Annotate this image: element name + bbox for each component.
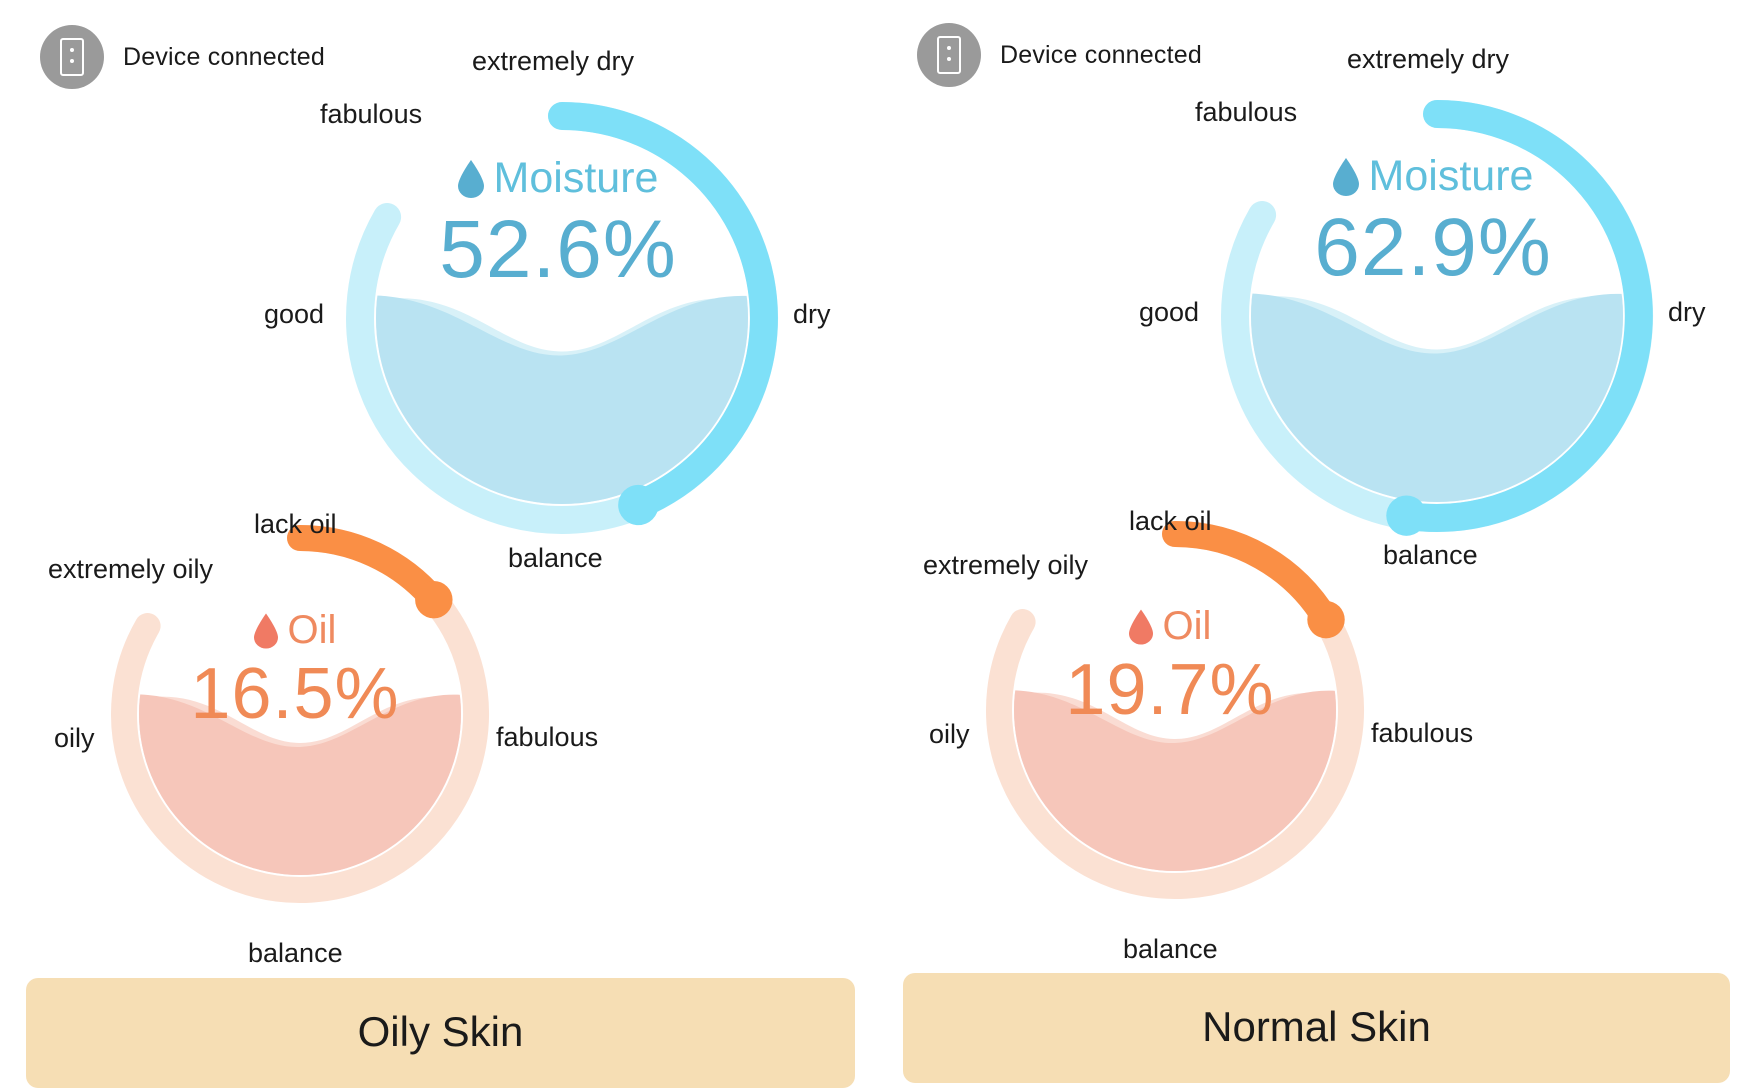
phone-icon xyxy=(917,23,981,87)
moisture-gauge xyxy=(346,102,779,534)
oil-label-balance: balance xyxy=(1123,934,1218,964)
result-text: Oily Skin xyxy=(357,1008,524,1055)
moisture-readout: Moisture 52.6% xyxy=(398,154,718,297)
gauge-knob xyxy=(1386,495,1427,536)
moisture-value: 52.6% xyxy=(439,204,677,295)
oil-label-oily: oily xyxy=(929,719,970,749)
oil-label-balance: balance xyxy=(248,938,343,968)
oil-title: Oil xyxy=(1162,604,1212,648)
water-wave-front xyxy=(1014,690,1336,871)
device-status-text: Device connected xyxy=(123,42,325,71)
gauge-knob xyxy=(1307,600,1345,639)
water-wave-front xyxy=(1251,293,1623,502)
moisture-readout: Moisture 62.9% xyxy=(1273,152,1593,295)
moisture-label-balance: balance xyxy=(1383,540,1478,570)
moisture-label-good: good xyxy=(1139,297,1200,327)
drop-icon xyxy=(1128,608,1153,645)
moisture-label-extremely-dry: extremely dry xyxy=(472,46,635,76)
water-wave-front xyxy=(139,694,461,875)
oil-label-fabulous: fabulous xyxy=(1371,718,1474,748)
gauges-canvas xyxy=(986,100,1654,899)
oil-label-extremely-oily: extremely oily xyxy=(923,550,1089,580)
device-status-text: Device connected xyxy=(1000,40,1202,69)
moisture-label-good: good xyxy=(264,299,325,329)
device-status[interactable]: Device connected xyxy=(917,23,1202,87)
moisture-gauge xyxy=(1221,100,1654,536)
oil-title: Oil xyxy=(287,608,337,652)
gauge-knob xyxy=(415,580,453,619)
panel-right: Device connected extremely dry fabulous … xyxy=(881,0,1762,1083)
oil-value: 19.7% xyxy=(1065,650,1275,730)
panel-left: Device connected extremely dry fabulous … xyxy=(0,0,881,1088)
gauges-canvas xyxy=(111,102,779,903)
gauge-knob xyxy=(618,484,659,526)
oil-label-lack-oil: lack oil xyxy=(254,509,337,539)
drop-icon xyxy=(253,612,278,649)
phone-icon xyxy=(40,25,104,89)
oil-readout: Oil 16.5% xyxy=(155,608,435,735)
water-fill xyxy=(376,295,748,504)
oil-label-extremely-oily: extremely oily xyxy=(48,554,214,584)
moisture-label-extremely-dry: extremely dry xyxy=(1347,44,1510,74)
moisture-label-dry: dry xyxy=(793,299,831,329)
moisture-label-fabulous: fabulous xyxy=(1195,97,1298,127)
water-fill xyxy=(139,694,461,875)
drop-icon xyxy=(1332,157,1359,196)
moisture-label-balance: balance xyxy=(508,543,603,573)
gauge-value-arc xyxy=(287,525,447,613)
moisture-title: Moisture xyxy=(493,154,659,202)
result-text: Normal Skin xyxy=(1202,1003,1431,1050)
moisture-title: Moisture xyxy=(1368,152,1534,200)
gauge-value-arc xyxy=(1162,521,1339,633)
water-fill xyxy=(1251,293,1623,502)
oil-gauge xyxy=(111,525,490,903)
oil-value: 16.5% xyxy=(190,654,400,734)
oil-label-oily: oily xyxy=(54,723,95,753)
moisture-label-fabulous: fabulous xyxy=(320,99,423,129)
oil-gauge xyxy=(986,521,1365,899)
result-banner: Oily Skin xyxy=(26,978,855,1088)
water-fill xyxy=(1014,690,1336,871)
device-status[interactable]: Device connected xyxy=(40,25,325,89)
moisture-value: 62.9% xyxy=(1314,202,1552,293)
oil-readout: Oil 19.7% xyxy=(1030,604,1310,731)
water-wave-front xyxy=(376,295,748,504)
moisture-label-dry: dry xyxy=(1668,297,1706,327)
gauge-value-arc xyxy=(1392,100,1653,532)
oil-label-fabulous: fabulous xyxy=(496,722,599,752)
oil-label-lack-oil: lack oil xyxy=(1129,506,1212,536)
drop-icon xyxy=(457,159,484,198)
result-banner: Normal Skin xyxy=(903,973,1730,1083)
gauge-value-arc xyxy=(548,102,778,519)
